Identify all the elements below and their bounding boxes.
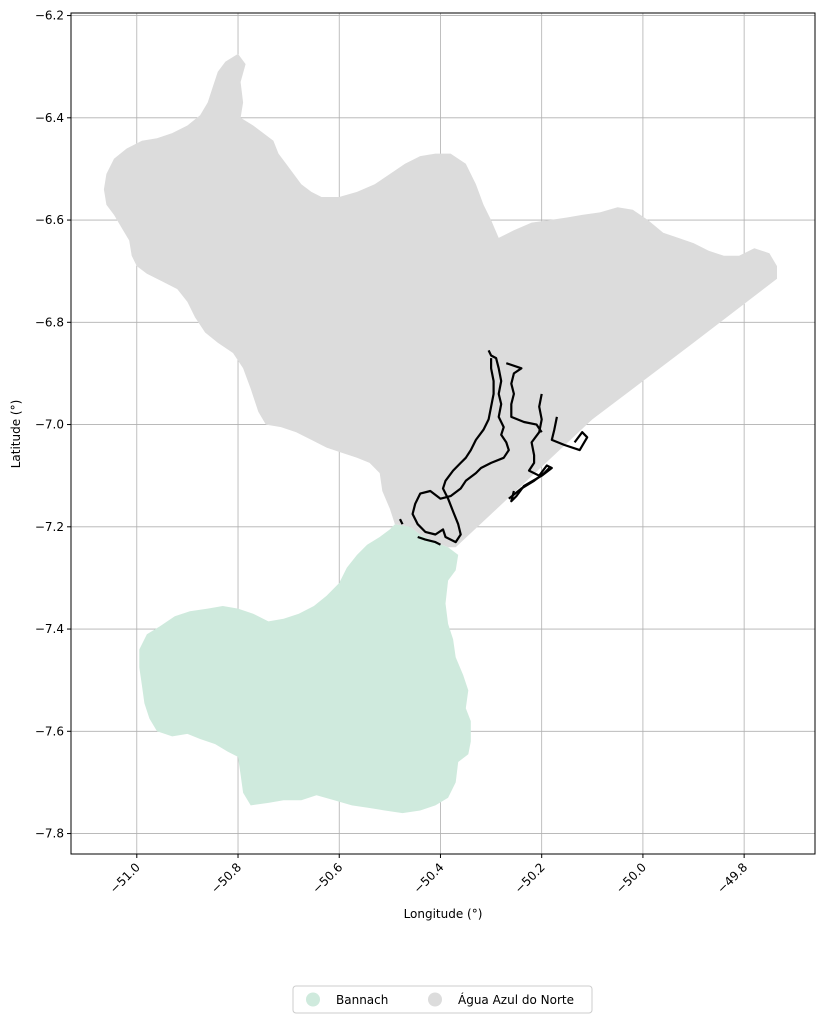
- y-tick-label-0: −6.2: [35, 9, 64, 23]
- x-axis-title: Longitude (°): [404, 907, 483, 921]
- y-tick-label-8: −7.8: [35, 827, 64, 841]
- boundary-line-0: [411, 349, 510, 544]
- y-tick-label-4: −7.0: [35, 418, 64, 432]
- y-tick-label-5: −7.2: [35, 520, 64, 534]
- y-tick-label-3: −6.8: [35, 315, 64, 329]
- boundary-line-2: [510, 393, 553, 503]
- boundary-line-6: [417, 535, 441, 546]
- legend-marker-bannach: [306, 992, 320, 1007]
- legend-label-agua-azul-do-norte: Água Azul do Norte: [458, 992, 574, 1007]
- y-axis-ticks: −6.2 −6.4 −6.6 −6.8 −7.0 −7.2 −7.4 −7.6 −7.8: [35, 9, 71, 841]
- boundary-lines: [399, 349, 589, 546]
- y-axis-title: Latitude (°): [9, 400, 23, 469]
- legend-marker-agua-azul-do-norte: [428, 992, 442, 1007]
- legend-label-bannach: Bannach: [336, 993, 388, 1007]
- boundary-line-4: [550, 416, 589, 452]
- boundary-line-5: [399, 518, 404, 525]
- y-tick-label-1: −6.4: [35, 111, 64, 125]
- region-bannach: [139, 524, 471, 814]
- boundary-line-1: [505, 362, 543, 433]
- y-tick-label-2: −6.6: [35, 213, 64, 227]
- legend-box: [292, 985, 593, 1014]
- boundary-line-3: [508, 467, 551, 500]
- legend: Bannach Água Azul do Norte: [292, 985, 593, 1014]
- region-agua-azul-do-norte: [103, 53, 777, 548]
- y-tick-label-7: −7.6: [35, 724, 64, 738]
- region-polygons: [103, 53, 777, 814]
- plot-frame: [70, 12, 816, 855]
- y-tick-label-6: −7.4: [35, 622, 64, 636]
